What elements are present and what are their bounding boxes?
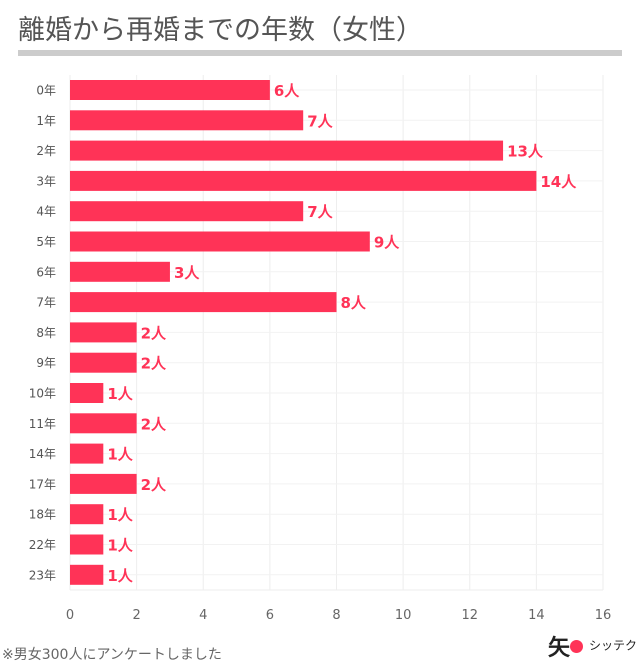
bar xyxy=(70,170,537,191)
bar xyxy=(70,80,270,100)
chart-title: 離婚から再婚までの年数（女性） xyxy=(18,15,423,46)
bar xyxy=(70,504,104,525)
bar xyxy=(70,413,137,434)
bar xyxy=(70,261,170,282)
data-label: 8人 xyxy=(341,294,367,312)
y-tick-label: 10年 xyxy=(29,387,56,401)
x-tick-label: 16 xyxy=(595,608,612,623)
data-label: 7人 xyxy=(307,112,333,130)
y-tick-label: 8年 xyxy=(36,326,56,340)
data-label: 7人 xyxy=(307,203,333,221)
logo-mark: 矢 xyxy=(548,636,571,661)
x-tick-label: 4 xyxy=(199,608,207,623)
x-tick-label: 2 xyxy=(132,608,140,623)
x-tick-label: 14 xyxy=(528,608,545,623)
bar xyxy=(70,443,104,464)
x-tick-label: 0 xyxy=(66,608,74,623)
data-label: 13人 xyxy=(507,143,544,161)
y-tick-label: 0年 xyxy=(36,84,56,98)
data-label: 2人 xyxy=(141,324,167,342)
footnote: ※男女300人にアンケートしました xyxy=(2,647,222,663)
y-tick-label: 18年 xyxy=(29,508,56,522)
data-label: 2人 xyxy=(141,355,167,373)
bar xyxy=(70,201,304,222)
y-tick-label: 23年 xyxy=(29,568,56,582)
y-tick-label: 4年 xyxy=(36,205,56,219)
y-tick-label: 22年 xyxy=(29,538,56,552)
x-tick-label: 6 xyxy=(266,608,274,623)
bar xyxy=(70,564,104,585)
data-label: 1人 xyxy=(107,506,133,524)
y-tick-label: 11年 xyxy=(29,417,56,431)
data-label: 1人 xyxy=(107,446,133,464)
y-tick-label: 5年 xyxy=(36,235,56,249)
y-tick-label: 6年 xyxy=(36,265,56,279)
y-tick-label: 17年 xyxy=(29,477,56,491)
data-label: 9人 xyxy=(374,234,400,252)
bar xyxy=(70,352,137,373)
data-label: 2人 xyxy=(141,476,167,494)
y-tick-label: 14年 xyxy=(29,447,56,461)
bar xyxy=(70,110,304,131)
x-tick-label: 8 xyxy=(332,608,340,623)
y-tick-label: 2年 xyxy=(36,144,56,158)
bar xyxy=(70,473,137,494)
logo-text: シッテク xyxy=(589,638,638,653)
data-label: 6人 xyxy=(274,82,300,100)
x-tick-label: 10 xyxy=(395,608,412,623)
y-tick-label: 9年 xyxy=(36,356,56,370)
bar xyxy=(70,383,104,403)
data-label: 2人 xyxy=(141,415,167,433)
bar xyxy=(70,140,504,161)
bar-chart: 0 2 4 6 8 10 12 14 16 0年 6人 1年 7人 2年 13人 3年 14人 4年 7人 5年 9人 6… xyxy=(29,75,612,623)
logo-face-icon xyxy=(570,639,584,653)
title-underline xyxy=(18,50,622,56)
data-label: 1人 xyxy=(107,567,133,585)
data-label: 3人 xyxy=(174,264,200,282)
data-label: 1人 xyxy=(107,537,133,555)
y-tick-label: 3年 xyxy=(36,174,56,188)
logo: 矢 シッテク xyxy=(548,630,637,662)
bar xyxy=(70,322,137,343)
data-label: 1人 xyxy=(107,385,133,403)
bar xyxy=(70,534,104,555)
y-tick-label: 1年 xyxy=(36,114,56,128)
bar xyxy=(70,231,370,252)
y-tick-label: 7年 xyxy=(36,296,56,310)
bar xyxy=(70,292,337,313)
x-tick-label: 12 xyxy=(461,608,478,623)
data-label: 14人 xyxy=(540,173,577,191)
